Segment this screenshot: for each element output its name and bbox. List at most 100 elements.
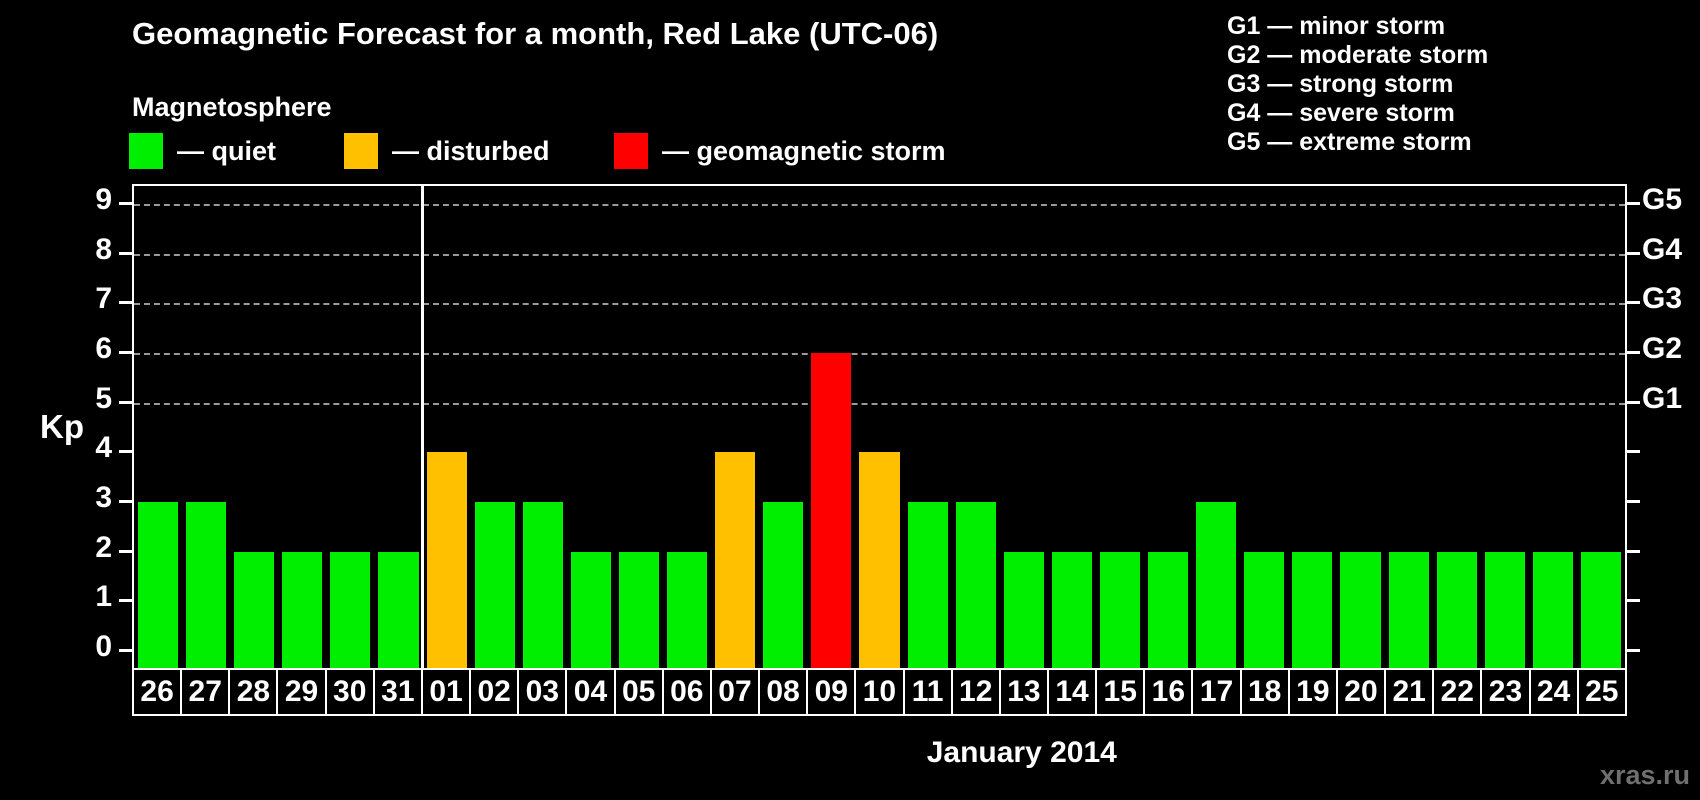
bar-day-06 — [667, 551, 708, 670]
day-label-12: 12 — [950, 668, 1001, 716]
right-tick-kp8 — [1627, 251, 1640, 255]
right-axis-label-g2: G2 — [1642, 332, 1683, 366]
left-tick-kp8 — [119, 251, 132, 255]
x-axis-title: January 2014 — [926, 736, 1117, 769]
g1-description: G1 — minor storm — [1227, 12, 1446, 40]
bar-day-24 — [1532, 551, 1573, 670]
day-label-24: 24 — [1528, 668, 1579, 716]
left-tick-kp0 — [119, 649, 132, 652]
left-tick-kp7 — [119, 301, 132, 305]
day-label-01: 01 — [420, 668, 472, 716]
day-label-14: 14 — [1046, 668, 1098, 716]
day-label-03: 03 — [517, 668, 568, 716]
bar-day-11 — [907, 502, 948, 670]
gridline-kp5 — [134, 402, 1625, 405]
bar-day-26 — [138, 502, 179, 670]
chart-title: Geomagnetic Forecast for a month, Red La… — [132, 16, 939, 51]
x-axis-day-labels: 26 27 28 29 30 31 01 02 03 04 05 06 07 08 09 10 11 12 13 14… — [132, 668, 1627, 716]
left-tick-kp9 — [119, 202, 132, 206]
y-tick-label-9: 9 — [95, 183, 112, 217]
bar-day-31 — [378, 551, 419, 670]
day-label-17: 17 — [1191, 668, 1242, 716]
right-axis-label-g5: G5 — [1642, 183, 1683, 217]
y-tick-label-6: 6 — [95, 332, 112, 366]
bar-day-23 — [1484, 551, 1525, 670]
disturbed-color-swatch — [344, 133, 378, 169]
day-label-23: 23 — [1480, 668, 1531, 716]
bar-day-08 — [763, 502, 804, 670]
bar-day-22 — [1436, 551, 1477, 670]
left-tick-kp1 — [119, 599, 132, 603]
storm-label: — geomagnetic storm — [662, 135, 946, 166]
day-label-15: 15 — [1095, 668, 1146, 716]
bar-day-09 — [811, 353, 852, 670]
bar-day-04 — [570, 551, 611, 670]
y-tick-label-3: 3 — [95, 481, 112, 515]
gridline-kp7 — [134, 303, 1625, 306]
day-label-08: 08 — [758, 668, 809, 716]
bar-day-15 — [1099, 551, 1141, 670]
right-tick-kp9 — [1627, 202, 1640, 206]
day-label-10: 10 — [854, 668, 905, 716]
bar-day-05 — [618, 551, 660, 670]
y-tick-label-8: 8 — [95, 232, 112, 266]
bar-day-27 — [186, 502, 227, 670]
y-tick-label-5: 5 — [95, 381, 112, 415]
day-label-21: 21 — [1384, 668, 1435, 716]
day-label-02: 02 — [469, 668, 520, 716]
legend-item-disturbed: — disturbed — [344, 132, 550, 170]
day-label-07: 07 — [709, 668, 761, 716]
quiet-color-swatch — [129, 133, 163, 169]
legend-item-quiet: — quiet — [129, 132, 276, 170]
plot-area — [132, 184, 1627, 672]
bar-day-16 — [1148, 551, 1189, 670]
bar-day-25 — [1580, 551, 1621, 670]
storm-color-swatch — [614, 133, 648, 169]
bar-day-18 — [1244, 551, 1285, 670]
day-label-16: 16 — [1143, 668, 1194, 716]
day-label-22: 22 — [1432, 668, 1483, 716]
left-tick-kp6 — [119, 351, 132, 355]
day-label-26: 26 — [132, 668, 183, 716]
disturbed-label: — disturbed — [392, 135, 550, 166]
right-tick-kp5 — [1627, 400, 1640, 404]
right-axis-label-g1: G1 — [1642, 381, 1683, 415]
gridline-kp6 — [134, 353, 1625, 356]
bar-day-14 — [1051, 551, 1092, 670]
day-label-25: 25 — [1576, 668, 1627, 716]
g2-description: G2 — moderate storm — [1227, 41, 1489, 69]
day-label-04: 04 — [565, 668, 616, 716]
gridline-kp8 — [134, 253, 1625, 256]
day-label-06: 06 — [661, 668, 712, 716]
day-label-28: 28 — [228, 668, 279, 716]
day-label-13: 13 — [998, 668, 1049, 716]
right-tick-kp4 — [1627, 450, 1640, 454]
y-tick-label-0: 0 — [95, 630, 112, 663]
y-axis-title: Kp — [40, 408, 84, 445]
legend-item-storm: — geomagnetic storm — [614, 132, 946, 170]
watermark: xras.ru — [1599, 760, 1690, 790]
magnetosphere-legend-title: Magnetosphere — [132, 92, 332, 122]
bar-day-21 — [1388, 551, 1429, 670]
bar-day-28 — [234, 551, 275, 670]
y-tick-label-7: 7 — [95, 282, 112, 316]
day-label-18: 18 — [1239, 668, 1290, 716]
bar-day-03 — [522, 502, 563, 670]
g4-description: G4 — severe storm — [1227, 99, 1455, 127]
day-label-30: 30 — [324, 668, 375, 716]
y-tick-label-1: 1 — [95, 580, 112, 614]
bar-day-10 — [859, 452, 900, 670]
left-tick-kp3 — [119, 500, 132, 504]
left-tick-kp4 — [119, 450, 132, 454]
right-axis-label-g3: G3 — [1642, 282, 1683, 316]
bar-day-29 — [282, 551, 323, 670]
bar-day-01 — [426, 452, 467, 670]
right-tick-kp1 — [1627, 599, 1640, 603]
bar-day-17 — [1196, 502, 1237, 670]
day-label-11: 11 — [902, 668, 953, 716]
right-tick-kp7 — [1627, 301, 1640, 305]
bar-day-07 — [715, 452, 756, 670]
day-label-31: 31 — [372, 668, 423, 716]
bar-day-20 — [1340, 551, 1381, 670]
